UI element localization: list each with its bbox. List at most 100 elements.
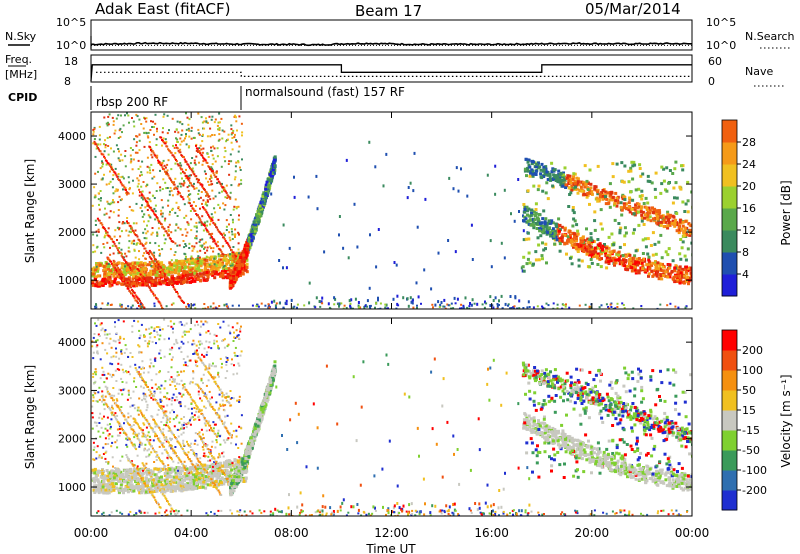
- power-cell: [541, 225, 545, 228]
- power-cell: [596, 263, 600, 266]
- power-cell: [133, 239, 136, 242]
- power-cell: [243, 244, 247, 248]
- power-cell: [375, 265, 378, 269]
- power-cell: [96, 245, 99, 248]
- power-cell: [238, 145, 241, 148]
- power-cell: [193, 173, 196, 176]
- power-cell: [174, 229, 177, 232]
- power-cell: [104, 234, 107, 237]
- power-cell: [103, 173, 105, 176]
- power-cell: [517, 178, 520, 181]
- power-cell: [560, 235, 564, 239]
- power-cell: [612, 307, 615, 309]
- power-cell: [285, 299, 288, 303]
- power-cell: [183, 158, 186, 161]
- power-cell: [111, 268, 114, 272]
- power-cell: [558, 172, 562, 176]
- velocity-scatter-group: [91, 318, 692, 516]
- power-cell: [600, 304, 603, 307]
- power-cell: [170, 279, 174, 283]
- power-cell: [164, 181, 167, 184]
- power-cell: [122, 257, 125, 260]
- power-cell: [113, 260, 116, 263]
- power-cell: [623, 234, 627, 238]
- power-cell: [197, 197, 200, 200]
- power-cell: [97, 148, 100, 151]
- power-cell: [219, 183, 222, 185]
- power-cell: [216, 182, 219, 184]
- power-cell: [600, 227, 604, 231]
- power-cell: [581, 240, 584, 244]
- power-cell: [200, 268, 204, 272]
- power-cell: [484, 300, 486, 304]
- power-cell: [507, 304, 509, 307]
- power-cell: [634, 203, 638, 207]
- power-cell: [541, 217, 545, 221]
- power-cell: [455, 166, 458, 170]
- power-cell: [150, 233, 153, 236]
- power-cell: [124, 277, 127, 280]
- power-cell: [94, 194, 97, 197]
- power-cell: [231, 218, 234, 221]
- power-cell: [243, 258, 246, 262]
- power-cell: [162, 270, 166, 274]
- power-cell: [132, 290, 134, 293]
- power-cell: [540, 230, 544, 234]
- power-cell: [216, 178, 219, 181]
- power-cell: [158, 249, 161, 251]
- power-cell: [677, 224, 681, 228]
- power-cell: [204, 241, 207, 244]
- power-cell: [133, 231, 135, 234]
- power-cell: [544, 167, 548, 171]
- power-cell: [526, 219, 530, 223]
- power-cell: [181, 177, 183, 180]
- power-cell: [550, 219, 554, 223]
- power-cell: [117, 114, 120, 117]
- power-cell: [567, 239, 571, 243]
- power-cell: [222, 236, 225, 239]
- power-cell: [173, 146, 176, 149]
- power-cell: [660, 165, 664, 169]
- power-cell: [242, 266, 246, 270]
- power-cell: [673, 279, 677, 283]
- power-cell: [212, 238, 215, 241]
- power-cell: [189, 193, 192, 196]
- power-cell: [538, 227, 542, 231]
- power-cell: [235, 264, 239, 267]
- power-cell: [237, 267, 241, 271]
- power-cell: [690, 274, 692, 278]
- power-cell: [186, 116, 189, 119]
- power-cell: [579, 244, 583, 248]
- power-cell: [571, 206, 575, 209]
- power-cell: [590, 253, 594, 257]
- power-cell: [91, 279, 95, 283]
- power-cell: [183, 203, 186, 206]
- power-cell: [148, 287, 151, 289]
- power-cell: [243, 246, 247, 250]
- power-cell: [190, 218, 193, 221]
- power-cell: [296, 306, 298, 309]
- power-cell: [94, 250, 97, 253]
- power-cell: [92, 142, 95, 145]
- power-cell: [122, 177, 125, 180]
- power-cell: [270, 300, 273, 304]
- power-cell: [216, 240, 219, 243]
- power-cell: [219, 207, 221, 209]
- power-cell: [533, 213, 537, 217]
- power-cell: [218, 262, 222, 265]
- power-cell: [350, 298, 353, 302]
- power-cell: [198, 181, 201, 184]
- power-cell: [366, 305, 368, 308]
- power-cell: [212, 197, 215, 200]
- power-cell: [111, 178, 114, 181]
- power-cell: [586, 181, 590, 185]
- power-cell: [199, 274, 203, 278]
- power-cell: [581, 182, 585, 186]
- power-cell: [637, 223, 641, 227]
- power-cell: [556, 180, 560, 184]
- power-cell: [149, 200, 152, 203]
- power-cell: [155, 265, 158, 268]
- power-cell: [528, 174, 532, 178]
- power-cell: [131, 269, 134, 272]
- power-cell: [229, 269, 233, 273]
